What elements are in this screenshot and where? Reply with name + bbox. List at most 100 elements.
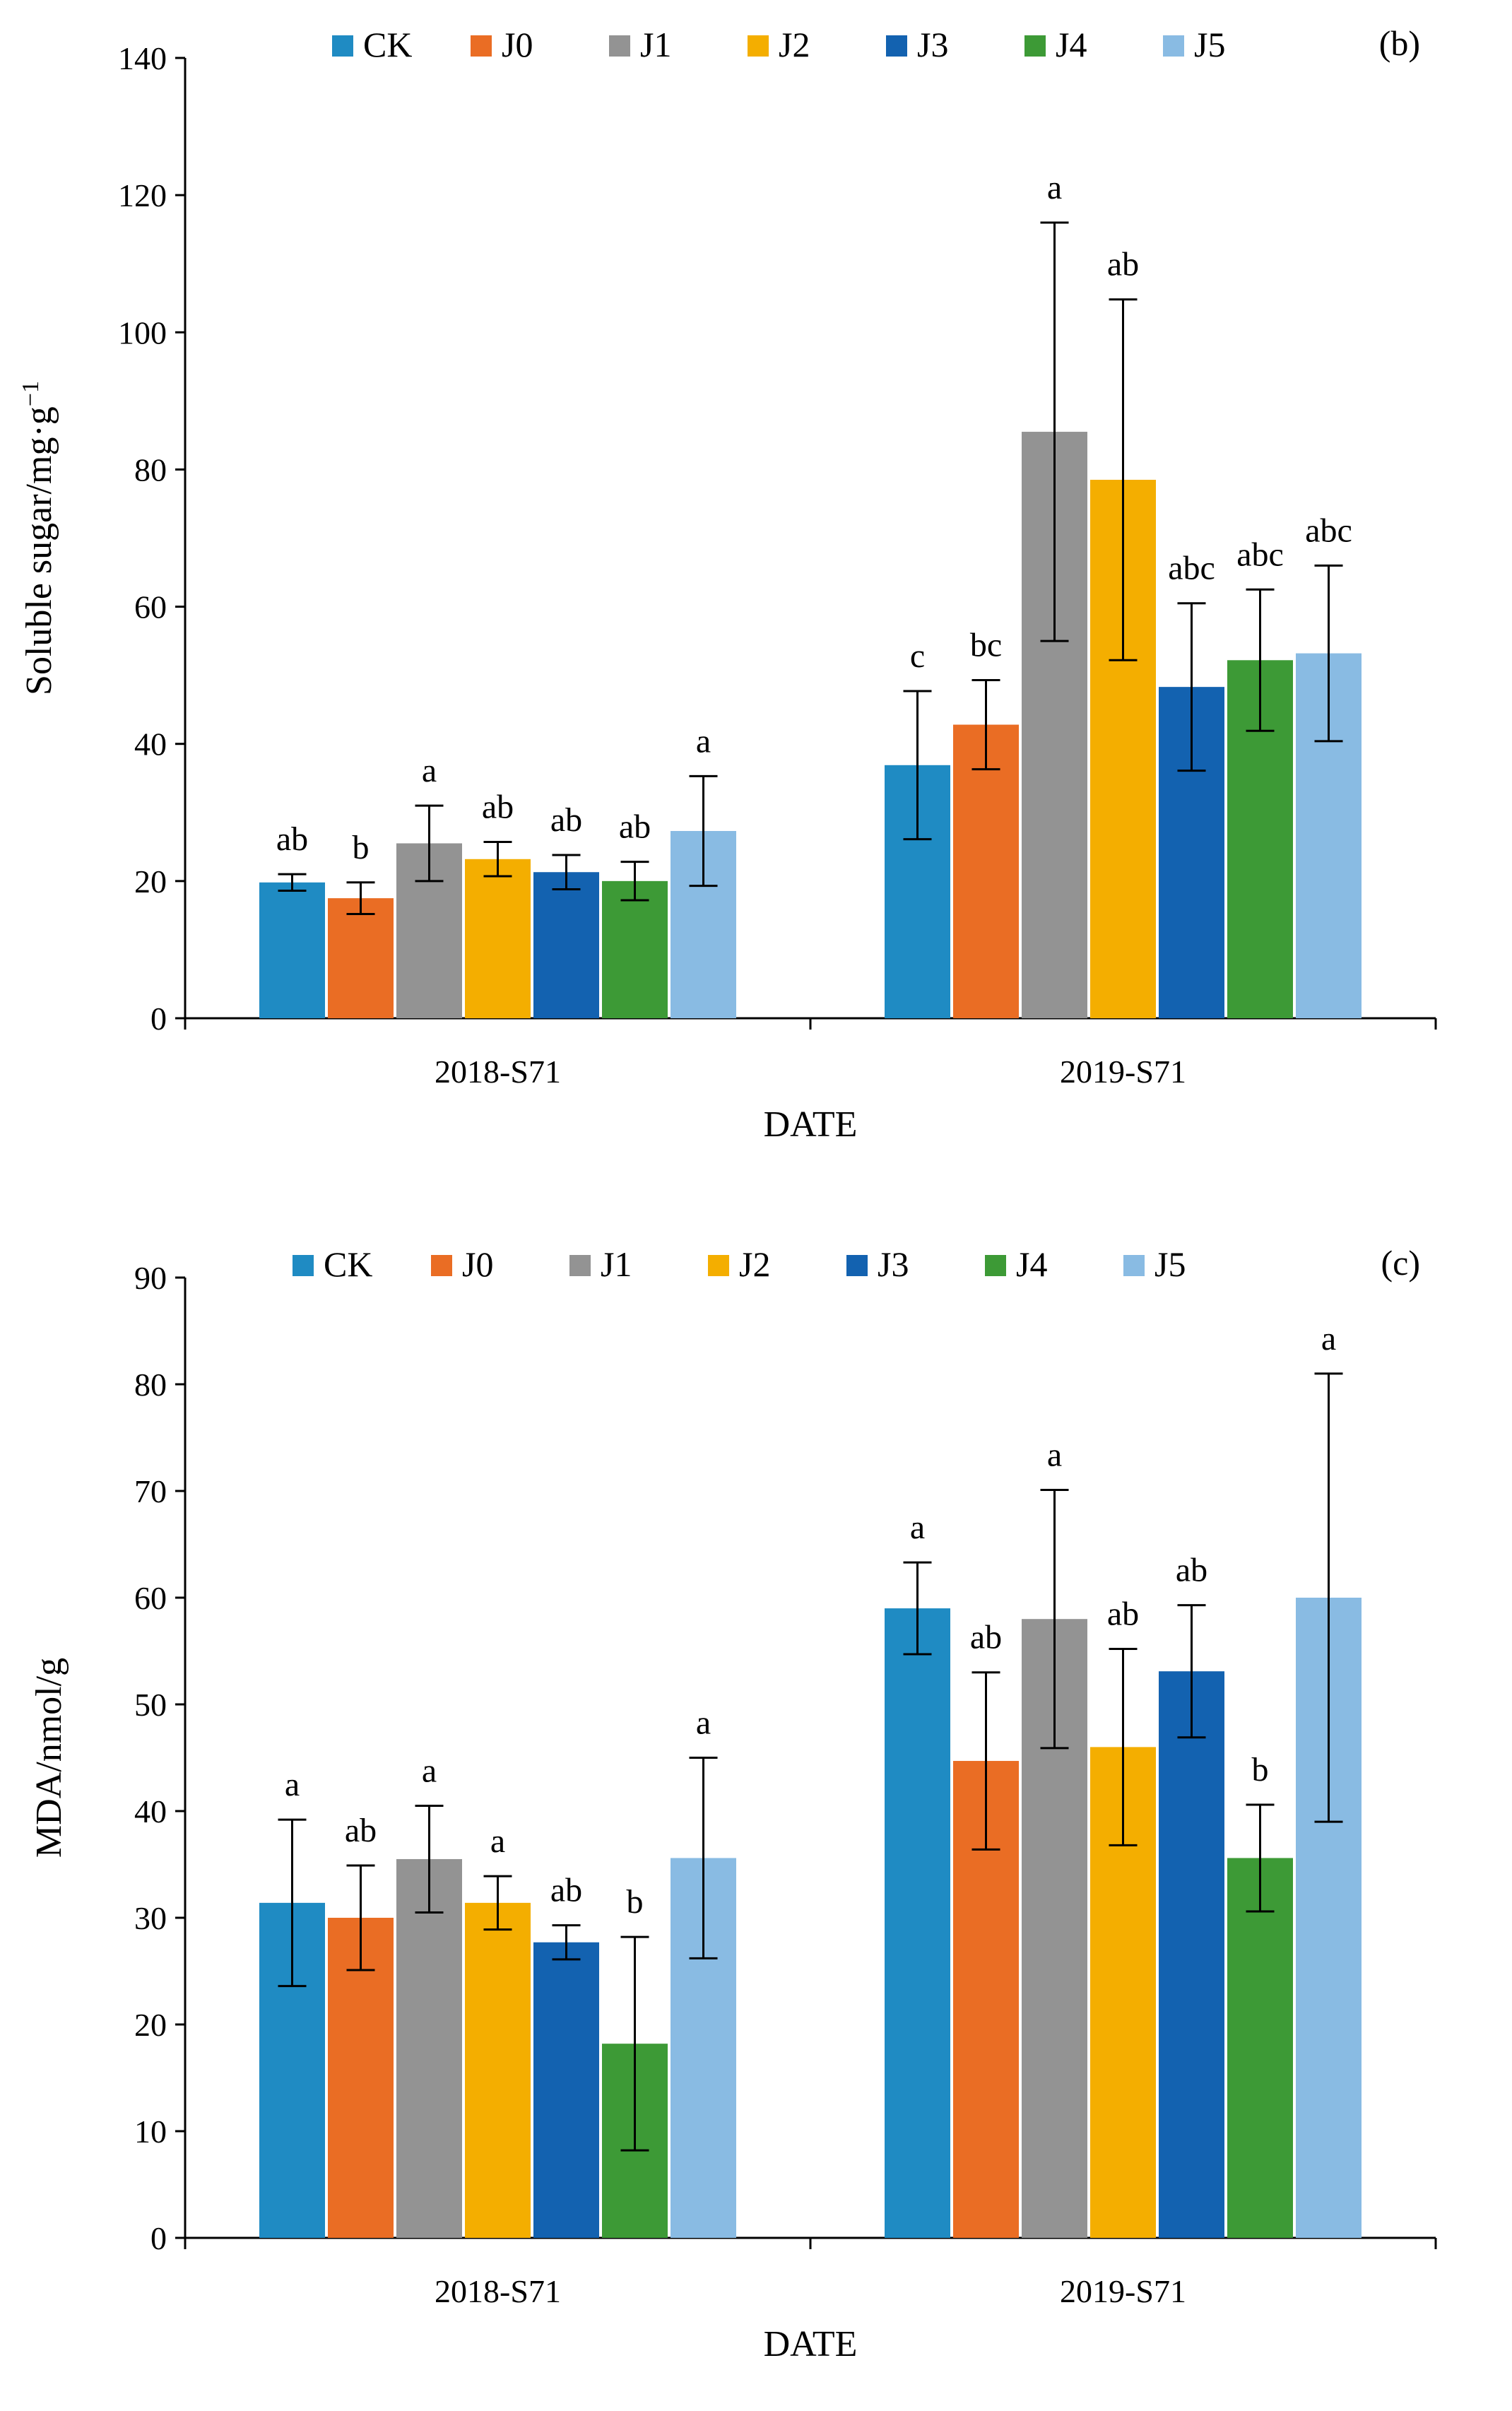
significance-letter: a [1047, 169, 1062, 206]
legend-label-j1: J1 [640, 25, 671, 64]
significance-letter: ab [345, 1812, 377, 1849]
significance-letter: a [910, 1509, 925, 1546]
significance-letter: ab [1176, 1552, 1207, 1589]
bar-j0-1 [953, 724, 1019, 1018]
x-axis-title: DATE [764, 1104, 858, 1145]
y-tick-label: 80 [134, 452, 167, 488]
y-tick-label: 40 [134, 726, 167, 762]
legend-swatch-j3 [846, 1255, 868, 1276]
significance-letter: c [910, 637, 925, 675]
y-tick-label: 80 [134, 1367, 167, 1403]
significance-letter: a [285, 1766, 300, 1803]
y-tick-label: 40 [134, 1793, 167, 1829]
bar-j0-0 [328, 1918, 394, 2238]
legend-swatch-j4 [985, 1255, 1006, 1276]
legend-swatch-j4 [1024, 35, 1046, 57]
bar-j3-1 [1159, 1671, 1224, 2238]
y-tick-label: 60 [134, 589, 167, 625]
significance-letter: a [696, 1704, 711, 1742]
bar-j2-0 [465, 1902, 531, 2238]
legend-label-j4: J4 [1016, 1244, 1047, 1284]
bar-j2-0 [465, 859, 531, 1018]
y-tick-label: 30 [134, 1900, 167, 1936]
significance-letter: abc [1305, 512, 1352, 549]
significance-letter: a [696, 722, 711, 760]
y-tick-label: 70 [134, 1473, 167, 1509]
x-axis-title: DATE [764, 2324, 858, 2364]
y-axis-title: MDA/nmol/g [29, 1658, 69, 1858]
legend-swatch-j1 [609, 35, 630, 57]
panel-label-b: (b) [1379, 23, 1420, 63]
significance-letter: a [490, 1822, 505, 1860]
y-axis-title-text: Soluble sugar/mg·g [19, 406, 59, 695]
legend-swatch-j0 [431, 1255, 452, 1276]
legend-label-j5: J5 [1154, 1244, 1186, 1284]
legend-label-j3: J3 [917, 25, 948, 64]
legend-label-j0: J0 [462, 1244, 493, 1284]
legend-swatch-j2 [708, 1255, 729, 1276]
legend-label-j0: J0 [502, 25, 533, 64]
significance-letter: b [1252, 1751, 1269, 1788]
significance-letter: a [1047, 1436, 1062, 1473]
legend-swatch-j2 [748, 35, 769, 57]
bar-j0-0 [328, 898, 394, 1018]
significance-letter: ab [619, 808, 651, 846]
y-tick-label: 20 [134, 2007, 167, 2043]
significance-letter: ab [550, 801, 582, 839]
legend-swatch-ck [293, 1255, 314, 1276]
bar-j4-0 [602, 880, 668, 1018]
bar-j4-1 [1227, 1858, 1293, 2238]
x-category-label: 2018-S71 [435, 2273, 561, 2309]
y-axis-title: Soluble sugar/mg·g−1 [18, 381, 59, 695]
legend-swatch-j0 [471, 35, 492, 57]
significance-letter: ab [1107, 246, 1139, 283]
bar-ck-1 [885, 1608, 950, 2238]
legend-swatch-ck [332, 35, 353, 57]
y-axis-title-text: MDA/nmol/g [29, 1658, 69, 1858]
legend-label-j4: J4 [1056, 25, 1087, 64]
legend-label-ck: CK [363, 25, 412, 64]
significance-letter: b [627, 1883, 644, 1921]
legend-label-j1: J1 [601, 1244, 632, 1284]
significance-letter: abc [1236, 536, 1284, 573]
legend-label-j2: J2 [739, 1244, 770, 1284]
bar-j3-0 [533, 872, 599, 1018]
significance-letter: abc [1168, 550, 1215, 587]
y-tick-label: 0 [150, 1001, 167, 1037]
legend-label-j5: J5 [1194, 25, 1225, 64]
significance-letter: b [353, 829, 370, 866]
chart-panel-c: 0 10 20 30 40 50 60 70 80 90 2018-S71 2019-S71 a a ab a… [0, 1187, 1512, 2411]
significance-letter: ab [276, 820, 308, 858]
y-tick-label: 90 [134, 1260, 167, 1296]
legend-swatch-j5 [1123, 1255, 1145, 1276]
x-category-label: 2019-S71 [1060, 2273, 1186, 2309]
legend-label-j3: J3 [878, 1244, 909, 1284]
y-tick-label: 60 [134, 1580, 167, 1616]
y-tick-label: 120 [118, 177, 167, 213]
y-tick-label: 0 [150, 2220, 167, 2256]
bar-ck-0 [259, 882, 325, 1018]
legend-label-j2: J2 [779, 25, 810, 64]
significance-letter: ab [550, 1872, 582, 1909]
y-axis-title-superscript: −1 [18, 381, 44, 406]
legend-swatch-j1 [569, 1255, 591, 1276]
x-category-label: 2019-S71 [1060, 1054, 1186, 1090]
significance-letter: a [422, 1752, 437, 1789]
legend-swatch-j3 [886, 35, 907, 57]
bar-j3-0 [533, 1942, 599, 2238]
significance-letter: a [422, 752, 437, 789]
legend-swatch-j5 [1163, 35, 1184, 57]
significance-letter: bc [970, 626, 1002, 664]
y-tick-label: 140 [118, 40, 167, 76]
bar-j1-0 [396, 1858, 462, 2238]
y-tick-label: 10 [134, 2114, 167, 2150]
x-category-label: 2018-S71 [435, 1054, 561, 1090]
significance-letter: ab [1107, 1595, 1139, 1632]
significance-letter: ab [482, 789, 514, 826]
significance-letter: a [1321, 1320, 1336, 1357]
chart-panel-b: 0 20 40 60 80 100 120 140 2018-S71 2019-S71 ab c b bc… [0, 0, 1512, 1187]
y-tick-label: 20 [134, 863, 167, 900]
legend-label-ck: CK [324, 1244, 372, 1284]
y-tick-label: 50 [134, 1687, 167, 1723]
